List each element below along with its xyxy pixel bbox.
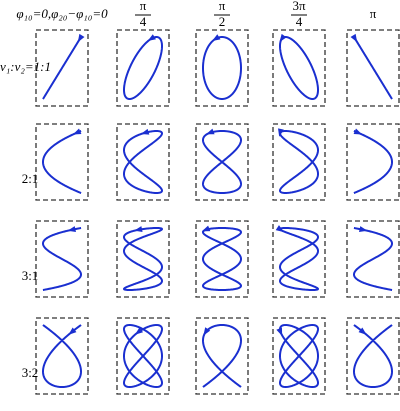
panel-frame	[195, 317, 249, 395]
panel-frame	[272, 220, 326, 298]
lissajous-curve	[353, 130, 394, 194]
direction-arrow	[134, 226, 143, 233]
row-label: ν₁:ν₂=1:1	[0, 59, 51, 74]
lissajous-curve	[278, 323, 320, 389]
lissajous-curve	[41, 130, 82, 194]
lissajous-curve	[279, 36, 319, 100]
direction-arrow	[350, 33, 358, 43]
direction-arrow	[203, 327, 211, 336]
panel-frame	[35, 317, 89, 395]
column-header: φ₁₀=0,φ₂₀−φ₁₀=0	[16, 6, 108, 21]
column-header: π	[370, 6, 377, 21]
lissajous-curve	[201, 130, 243, 194]
panel-frame	[346, 123, 400, 201]
panel-frame	[195, 29, 249, 107]
header-numerator: 3π	[292, 0, 306, 13]
direction-arrow	[140, 128, 150, 135]
direction-arrow	[134, 327, 144, 335]
lissajous-curve	[122, 130, 164, 194]
lissajous-curve	[201, 323, 243, 388]
direction-arrow	[201, 225, 211, 232]
panel-frame	[35, 220, 89, 298]
direction-arrow	[358, 327, 367, 335]
direction-arrow	[68, 327, 77, 335]
header-denominator: 4	[296, 14, 303, 29]
direction-arrow	[353, 128, 363, 135]
lissajous-curve	[201, 227, 243, 291]
direction-arrow	[206, 128, 215, 135]
direction-arrow	[72, 128, 82, 135]
lissajous-curve	[41, 324, 83, 389]
lissajous-curve	[278, 130, 320, 194]
panel-frame	[195, 220, 249, 298]
lissajous-curve	[352, 227, 394, 291]
direction-arrow	[212, 34, 221, 41]
header-denominator: 4	[140, 14, 147, 29]
panel-frame	[346, 317, 400, 395]
lissajous-curve	[353, 36, 393, 100]
lissajous-curve	[352, 324, 394, 389]
row-label: 2:1	[22, 171, 39, 186]
direction-arrow	[279, 33, 287, 43]
panel-frame	[116, 29, 170, 107]
direction-arrow	[278, 128, 284, 137]
direction-arrow	[275, 225, 284, 233]
panel-frame	[272, 29, 326, 107]
lissajous-curve	[123, 36, 163, 100]
direction-arrow	[77, 33, 85, 43]
lissajous-curve	[202, 36, 242, 100]
header-denominator: 2	[219, 14, 226, 29]
panel-frame	[35, 123, 89, 201]
panel-frame	[195, 123, 249, 201]
panel-frame	[116, 123, 170, 201]
header-numerator: π	[140, 0, 147, 13]
panel-frame	[272, 123, 326, 201]
panel-frame	[272, 317, 326, 395]
lissajous-curve	[42, 36, 82, 100]
panel-frame	[346, 29, 400, 107]
panel-frame	[346, 220, 400, 298]
direction-arrow	[67, 226, 76, 232]
lissajous-curve	[278, 227, 320, 291]
direction-arrow	[276, 327, 283, 336]
row-label: 3:1	[22, 268, 39, 283]
direction-arrow	[359, 226, 368, 232]
header-numerator: π	[219, 0, 226, 13]
lissajous-curve	[122, 227, 164, 291]
direction-arrow	[147, 34, 156, 42]
panel-frame	[116, 220, 170, 298]
panel-frame	[35, 29, 89, 107]
row-label: 3:2	[22, 365, 39, 380]
lissajous-curve	[122, 323, 164, 389]
panel-frame	[116, 317, 170, 395]
lissajous-curve	[41, 227, 83, 291]
